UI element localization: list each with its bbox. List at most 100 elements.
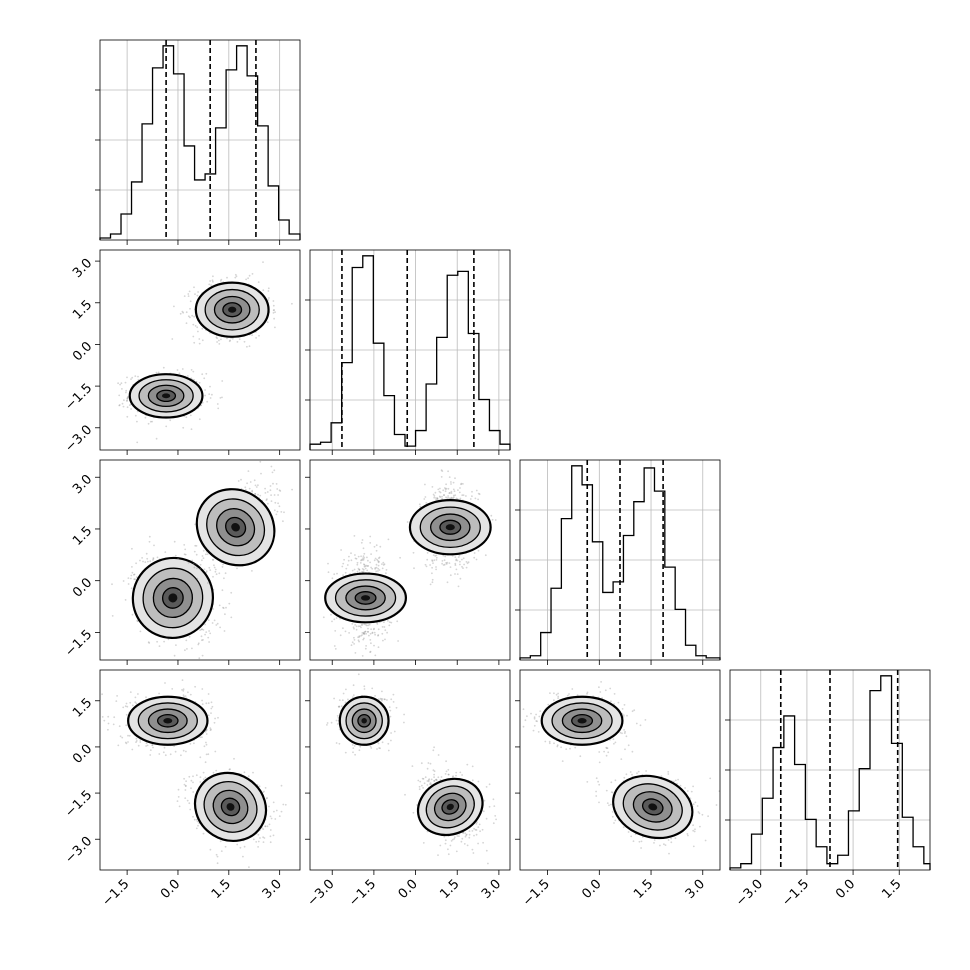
scatter-point bbox=[376, 623, 379, 625]
scatter-point bbox=[454, 564, 457, 566]
scatter-point bbox=[127, 741, 129, 743]
scatter-point bbox=[270, 465, 273, 468]
scatter-point bbox=[125, 742, 128, 745]
scatter-point bbox=[353, 636, 355, 639]
scatter-point bbox=[191, 314, 194, 317]
scatter-point bbox=[454, 562, 457, 565]
scatter-point bbox=[358, 568, 361, 571]
scatter-point bbox=[195, 563, 198, 565]
scatter-point bbox=[443, 559, 446, 562]
scatter-point bbox=[244, 488, 247, 491]
scatter-point bbox=[374, 568, 376, 570]
scatter-point bbox=[269, 485, 272, 487]
scatter-point bbox=[237, 480, 240, 482]
scatter-point bbox=[107, 728, 109, 731]
scatter-point bbox=[369, 650, 372, 653]
scatter-point bbox=[218, 604, 221, 607]
scatter-point bbox=[182, 694, 185, 696]
scatter-point bbox=[355, 557, 358, 560]
scatter-point bbox=[118, 404, 121, 407]
scatter-point bbox=[452, 481, 455, 484]
scatter-point bbox=[207, 714, 210, 717]
scatter-point bbox=[192, 562, 195, 565]
hist-panel-p1 bbox=[305, 249, 511, 455]
scatter-point bbox=[164, 551, 167, 553]
scatter-point bbox=[366, 556, 368, 559]
scatter-point bbox=[205, 741, 207, 744]
scatter-point bbox=[274, 501, 277, 504]
scatter-point bbox=[429, 583, 432, 586]
scatter-point bbox=[189, 414, 192, 417]
scatter-point bbox=[491, 518, 494, 521]
scatter-point bbox=[435, 568, 437, 571]
scatter-point bbox=[215, 336, 218, 339]
scatter-point bbox=[204, 730, 207, 733]
scatter-point bbox=[262, 261, 264, 263]
scatter-point bbox=[348, 632, 350, 634]
scatter-point bbox=[275, 483, 278, 485]
scatter-point bbox=[218, 339, 220, 342]
scatter-point bbox=[155, 437, 158, 440]
scatter-point bbox=[267, 287, 270, 290]
scatter-point bbox=[425, 565, 428, 568]
scatter-point bbox=[443, 494, 445, 496]
scatter-point bbox=[133, 578, 136, 581]
scatter-point bbox=[369, 639, 372, 641]
scatter-point bbox=[360, 555, 362, 558]
scatter-point bbox=[121, 736, 124, 739]
scatter-point bbox=[152, 557, 155, 559]
scatter-point bbox=[196, 294, 199, 297]
scatter-point bbox=[365, 632, 367, 635]
scatter-point bbox=[185, 750, 187, 753]
scatter-point bbox=[383, 621, 385, 624]
scatter-point bbox=[137, 744, 140, 747]
scatter-point bbox=[454, 494, 457, 497]
scatter-point bbox=[201, 688, 204, 690]
scatter-point bbox=[267, 290, 270, 292]
scatter-point bbox=[440, 469, 443, 472]
scatter-point bbox=[442, 554, 445, 557]
density-contour bbox=[361, 595, 371, 601]
scatter-point bbox=[367, 624, 370, 627]
scatter-point bbox=[253, 479, 256, 482]
scatter-point bbox=[181, 679, 184, 681]
scatter-point bbox=[155, 371, 158, 374]
scatter-point bbox=[357, 639, 360, 642]
scatter-point bbox=[275, 513, 278, 516]
scatter-point bbox=[353, 639, 356, 641]
scatter-point bbox=[465, 566, 468, 569]
scatter-point bbox=[196, 577, 199, 580]
scatter-point bbox=[431, 581, 434, 584]
scatter-point bbox=[182, 311, 185, 314]
scatter-point bbox=[201, 703, 204, 705]
scatter-point bbox=[360, 558, 363, 561]
scatter-point bbox=[436, 498, 439, 501]
scatter-point bbox=[130, 574, 133, 577]
scatter-point bbox=[199, 629, 202, 631]
scatter-point bbox=[363, 557, 366, 559]
scatter-point bbox=[454, 556, 457, 558]
scatter-point bbox=[277, 502, 279, 505]
scatter-point bbox=[365, 564, 368, 567]
density-contour bbox=[231, 522, 240, 532]
scatter-point bbox=[126, 705, 129, 708]
scatter-point bbox=[434, 491, 437, 494]
scatter-point bbox=[197, 291, 200, 293]
scatter-point bbox=[120, 382, 123, 385]
scatter-point bbox=[201, 373, 204, 376]
scatter-point bbox=[365, 645, 367, 647]
scatter-point bbox=[450, 490, 453, 493]
scatter-point bbox=[362, 558, 365, 561]
panel-content bbox=[117, 261, 293, 444]
scatter-point bbox=[426, 552, 429, 554]
scatter-point bbox=[118, 725, 121, 728]
scatter-point bbox=[124, 599, 127, 601]
scatter-point bbox=[384, 638, 386, 641]
scatter-point bbox=[211, 279, 214, 282]
scatter-point bbox=[447, 487, 450, 490]
scatter-point bbox=[273, 509, 276, 512]
scatter-point bbox=[175, 644, 177, 646]
scatter-point bbox=[364, 567, 367, 570]
scatter-point bbox=[111, 583, 113, 586]
scatter-point bbox=[357, 636, 359, 639]
